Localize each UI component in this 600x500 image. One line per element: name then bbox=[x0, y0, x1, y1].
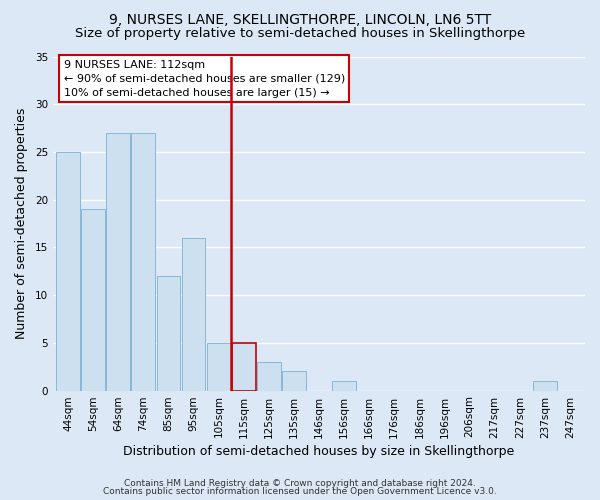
Bar bbox=[533, 381, 557, 390]
Bar bbox=[207, 343, 230, 390]
Bar bbox=[56, 152, 80, 390]
Bar bbox=[282, 372, 306, 390]
Bar bbox=[81, 209, 105, 390]
Y-axis label: Number of semi-detached properties: Number of semi-detached properties bbox=[15, 108, 28, 339]
Text: 9, NURSES LANE, SKELLINGTHORPE, LINCOLN, LN6 5TT: 9, NURSES LANE, SKELLINGTHORPE, LINCOLN,… bbox=[109, 12, 491, 26]
Bar bbox=[232, 343, 256, 390]
Bar bbox=[157, 276, 181, 390]
Bar bbox=[332, 381, 356, 390]
Text: Contains public sector information licensed under the Open Government Licence v3: Contains public sector information licen… bbox=[103, 487, 497, 496]
Bar bbox=[257, 362, 281, 390]
Bar bbox=[182, 238, 205, 390]
Bar bbox=[131, 133, 155, 390]
Bar bbox=[106, 133, 130, 390]
Text: Size of property relative to semi-detached houses in Skellingthorpe: Size of property relative to semi-detach… bbox=[75, 28, 525, 40]
X-axis label: Distribution of semi-detached houses by size in Skellingthorpe: Distribution of semi-detached houses by … bbox=[124, 444, 515, 458]
Text: Contains HM Land Registry data © Crown copyright and database right 2024.: Contains HM Land Registry data © Crown c… bbox=[124, 478, 476, 488]
Text: 9 NURSES LANE: 112sqm
← 90% of semi-detached houses are smaller (129)
10% of sem: 9 NURSES LANE: 112sqm ← 90% of semi-deta… bbox=[64, 60, 345, 98]
